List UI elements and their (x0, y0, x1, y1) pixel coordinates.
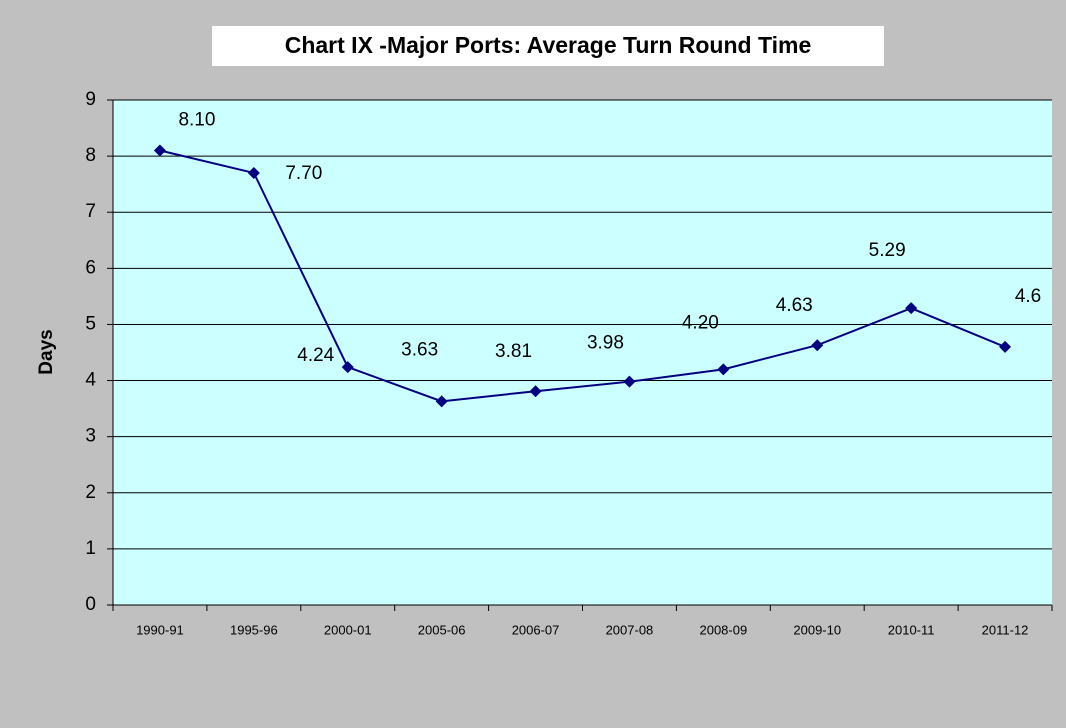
y-tick-label: 5 (85, 313, 96, 334)
y-tick-label: 0 (85, 594, 96, 615)
x-tick-label: 1990-91 (136, 622, 184, 637)
chart-title: Chart IX -Major Ports: Average Turn Roun… (285, 32, 812, 58)
y-tick-label: 9 (85, 89, 96, 110)
data-label: 4.6 (1015, 286, 1041, 307)
marker (247, 166, 260, 179)
y-tick-label: 2 (85, 482, 96, 503)
marker (811, 339, 824, 352)
x-tick-label: 2011-12 (982, 622, 1029, 637)
data-label: 3.81 (495, 341, 532, 362)
marker (341, 361, 354, 374)
x-tick-label: 2008-09 (699, 622, 747, 637)
data-label: 4.24 (297, 345, 334, 366)
data-label: 3.63 (401, 339, 438, 360)
marker (435, 395, 448, 408)
y-tick-label: 1 (85, 538, 96, 559)
y-axis-title: Days (36, 329, 57, 374)
data-label: 5.29 (869, 240, 906, 261)
x-tick-label: 2010-11 (888, 622, 935, 637)
y-tick-label: 7 (85, 201, 96, 222)
data-label: 3.98 (587, 333, 624, 354)
y-tick-label: 8 (85, 145, 96, 166)
marker (153, 144, 166, 157)
marker (717, 363, 730, 376)
series-line (159, 149, 1006, 403)
x-tick-label: 2007-08 (606, 622, 654, 637)
plot-area (113, 100, 1052, 605)
x-tick-label: 2000-01 (324, 622, 372, 637)
marker (999, 340, 1012, 353)
x-tick-label: 1995-96 (230, 622, 278, 637)
data-label: 8.10 (178, 110, 215, 131)
title-box (212, 26, 884, 66)
y-tick-label: 6 (85, 257, 96, 278)
marker (529, 385, 542, 398)
data-label: 4.63 (776, 295, 813, 316)
y-tick-label: 4 (85, 370, 96, 391)
marker (905, 302, 918, 315)
data-label: 7.70 (285, 163, 322, 184)
data-label: 4.20 (682, 312, 719, 333)
x-tick-label: 2006-07 (512, 622, 560, 637)
marker (623, 375, 636, 388)
x-tick-label: 2009-10 (793, 622, 841, 637)
x-tick-label: 2005-06 (418, 622, 466, 637)
y-tick-label: 3 (85, 426, 96, 447)
